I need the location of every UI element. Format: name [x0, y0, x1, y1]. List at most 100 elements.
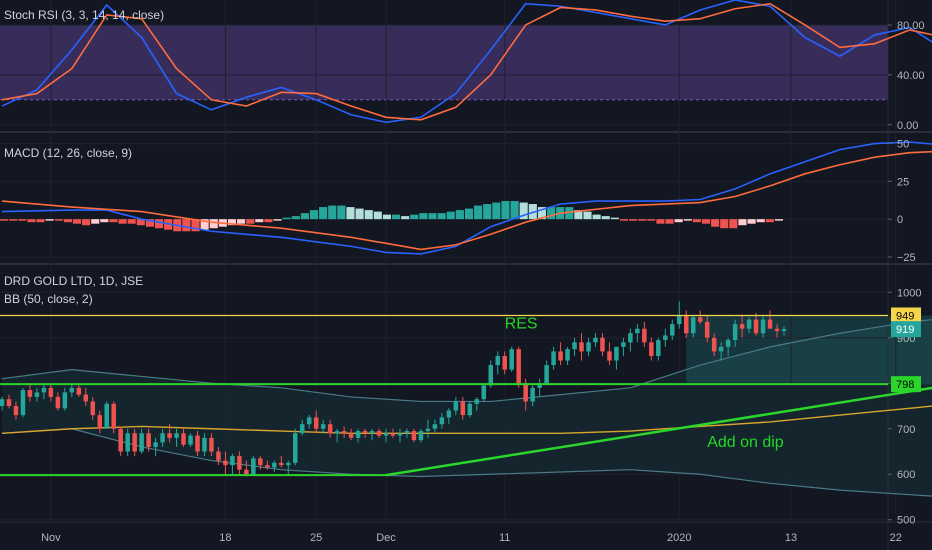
macd-histogram-bar [328, 205, 337, 220]
candle-body [209, 437, 214, 452]
candle-body [362, 431, 368, 434]
macd-histogram-bar [592, 214, 601, 220]
macd-histogram-bar [154, 219, 164, 229]
candle-body [746, 319, 752, 329]
macd-histogram-bar [282, 217, 291, 220]
macd-histogram-bar [619, 219, 629, 221]
macd-histogram-bar [665, 219, 674, 224]
candle-body [600, 337, 605, 352]
candle-body [732, 324, 738, 341]
macd-line [1, 141, 932, 255]
macd-histogram-bar [209, 219, 218, 229]
y-tick-label: 80.00 [897, 20, 925, 32]
candle-body [537, 383, 542, 388]
candle-body [341, 431, 347, 434]
candle-body [607, 351, 612, 361]
macd-histogram-bar [100, 219, 109, 223]
macd-histogram-bar [291, 216, 300, 220]
candle-body [697, 317, 703, 322]
candle-body [481, 385, 487, 400]
macd-histogram-bar [319, 207, 328, 220]
y-tick-label: 500 [897, 515, 915, 527]
candle-body [516, 349, 521, 384]
data-layer [0, 0, 932, 497]
candle-body [6, 399, 12, 407]
macd-histogram-bar [337, 205, 346, 220]
macd-histogram-bar [492, 202, 501, 220]
candle-body [97, 415, 102, 429]
macd-histogram-bar [692, 219, 701, 223]
candle-body [20, 390, 26, 416]
candle-body [684, 315, 689, 334]
candle-body [718, 346, 724, 352]
macd-histogram-bar [774, 219, 783, 221]
macd-histogram-bar [200, 219, 209, 230]
stoch-band-fill [0, 24, 888, 100]
candle-body [649, 342, 654, 356]
macd-histogram-bar [638, 219, 647, 221]
macd-histogram-bar [182, 219, 191, 232]
candle-body [760, 319, 766, 334]
x-tick-label: Nov [41, 532, 61, 544]
candle-body [446, 410, 452, 418]
x-tick-label: 25 [310, 532, 322, 544]
candle-body [320, 424, 326, 429]
macd-histogram-bar [309, 210, 319, 220]
x-tick-label: Dec [376, 532, 396, 544]
candle-body [306, 417, 312, 425]
candle-body [781, 329, 787, 331]
macd-histogram-bar [54, 219, 63, 221]
stoch-rsi-title: Stoch RSI (3, 3, 14, 14, close) [4, 8, 164, 22]
macd-histogram-bar [756, 219, 765, 223]
candle-body [383, 433, 389, 436]
candle-body [495, 355, 500, 366]
candle-body [369, 431, 375, 434]
candle-body [725, 340, 731, 347]
macd-histogram-bar [574, 210, 583, 220]
macd-histogram-bar [273, 219, 282, 221]
y-tick-label: 0.00 [897, 120, 918, 132]
macd-histogram-bar [647, 219, 656, 221]
candle-body [132, 433, 137, 452]
candle-body [663, 335, 668, 341]
candle-body [34, 392, 40, 397]
macd-histogram-bar [109, 219, 118, 223]
candle-body [293, 433, 298, 463]
macd-histogram-bar [264, 219, 273, 223]
candle-body [237, 456, 242, 470]
macd-histogram-bar [683, 219, 692, 221]
macd-histogram-bar [382, 214, 391, 220]
macd-histogram-bar [747, 219, 756, 224]
axes-layer: 0.0040.0080.00−2502550500600700800900100… [41, 20, 925, 544]
candle-body [111, 403, 116, 429]
candle-body [642, 328, 647, 343]
candle-body [453, 401, 459, 411]
candle-body [460, 401, 466, 416]
candle-body [565, 349, 570, 361]
macd-histogram-bar [528, 204, 537, 220]
price-tag-label: 949 [896, 310, 914, 322]
candle-body [656, 340, 661, 356]
candle-body [418, 431, 424, 441]
candle-body [753, 319, 759, 334]
candle-body [572, 342, 577, 350]
macd-histogram-bar [483, 204, 492, 220]
candle-body [509, 349, 514, 370]
candle-body [230, 456, 235, 466]
candle-body [523, 383, 528, 402]
bollinger-lower [1, 428, 932, 497]
price-tag-label: 798 [896, 379, 914, 391]
candle-body [334, 431, 340, 434]
macd-histogram-bar [27, 219, 36, 223]
macd-histogram-bar [701, 219, 711, 224]
candle-body [425, 428, 431, 432]
macd-histogram-bar [656, 219, 665, 224]
macd-histogram-bar [82, 219, 91, 226]
macd-histogram-bar [63, 219, 72, 223]
x-tick-label: 13 [785, 532, 797, 544]
price-tag-bg [891, 376, 921, 393]
candle-body [579, 342, 584, 352]
macd-histogram-bar [392, 214, 401, 220]
candle-body [251, 458, 256, 475]
